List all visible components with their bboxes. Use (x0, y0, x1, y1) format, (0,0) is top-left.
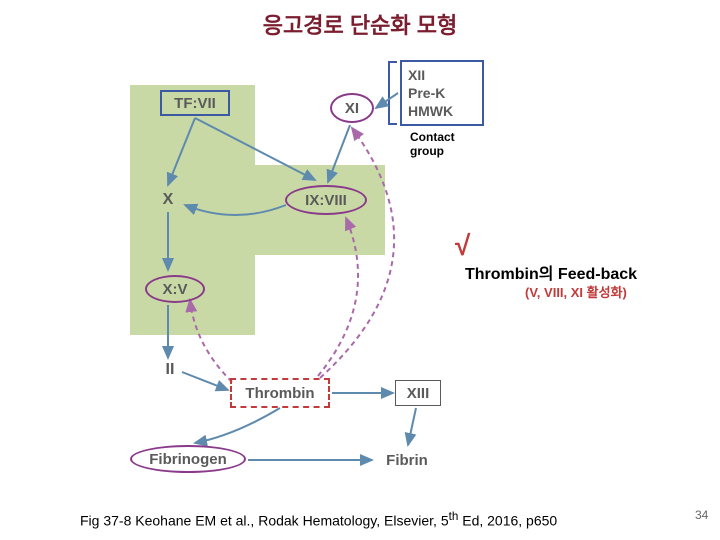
node-fibrinogen: Fibrinogen (130, 445, 246, 473)
node-tfvii: TF:VII (160, 90, 230, 116)
node-xi: XI (330, 93, 374, 123)
node-x1: X (158, 190, 178, 210)
thrombin-feedback-label: Thrombin의 Feed-back (465, 260, 637, 284)
diagram-title: 응고경로 단순화 모형 (200, 8, 520, 40)
node-xii_box: XIIPre-KHMWK (400, 60, 484, 126)
page-number: 34 (695, 508, 708, 522)
node-ixviii: IX:VIII (285, 185, 367, 215)
node-xiii: XIII (395, 380, 441, 406)
contact-group-label: Contact group (410, 130, 455, 158)
checkmark-icon: √ (455, 230, 470, 262)
node-fibrin: Fibrin (375, 448, 439, 472)
node-thrombin: Thrombin (230, 378, 330, 408)
node-xv: X:V (145, 275, 205, 303)
figure-citation: Fig 37-8 Keohane EM et al., Rodak Hemato… (80, 510, 557, 529)
node-ii: II (160, 360, 180, 380)
thrombin-feedback-sublabel: (V, VIII, XI 활성화) (525, 282, 627, 301)
